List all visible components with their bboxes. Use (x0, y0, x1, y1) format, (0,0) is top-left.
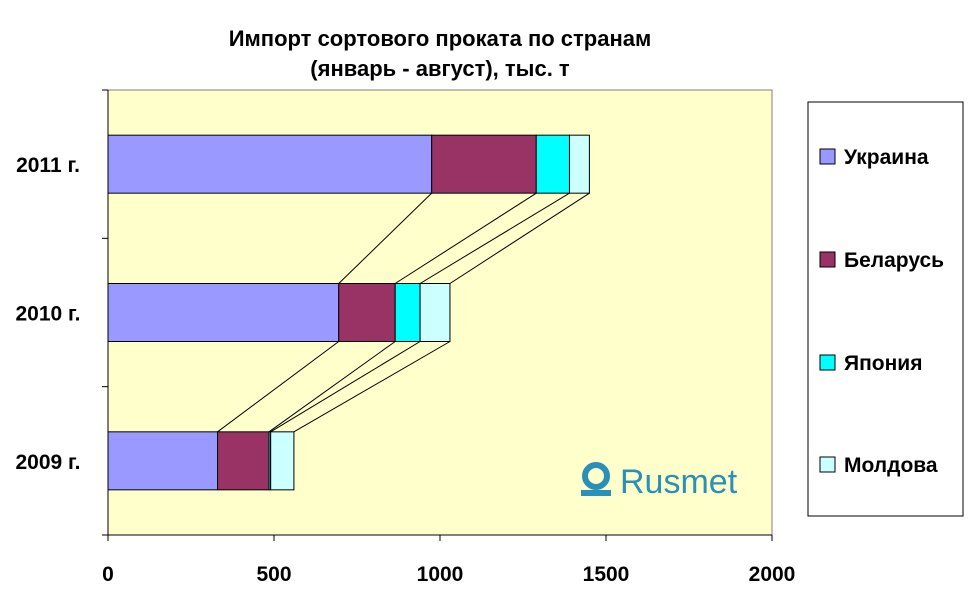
bar-1-3 (535, 134, 570, 194)
legend-label: Украина (844, 146, 929, 169)
series-line-2-1 (217, 341, 340, 433)
bar-1-4 (568, 134, 590, 194)
legend (807, 101, 964, 517)
rusmet-logo: Rusmet (581, 462, 738, 501)
rusmet-logo-icon (582, 462, 610, 490)
category-label: 2010 г. (15, 303, 80, 326)
series-line-1-1 (338, 192, 433, 284)
bar-2-2 (338, 283, 396, 342)
legend-swatch (819, 148, 836, 165)
bar-1-1 (107, 134, 433, 194)
bar-3-1 (107, 431, 219, 491)
tick-label: 0 (102, 563, 114, 586)
legend-swatch (819, 354, 836, 371)
tick-label: 2000 (749, 563, 796, 586)
tick-label: 1000 (417, 563, 464, 586)
chart-subtitle: (январь - август), тыс. т (310, 56, 570, 81)
series-line-1-4 (449, 192, 590, 284)
category-label: 2011 г. (16, 154, 80, 177)
legend-label: Беларусь (844, 249, 944, 272)
chart-title: Импорт сортового проката по странам (228, 26, 652, 51)
bar-2-4 (419, 283, 451, 342)
tick-label: 500 (256, 563, 291, 586)
rusmet-logo-bar (581, 490, 611, 496)
tick-label: 1500 (583, 563, 630, 586)
bar-2-1 (107, 283, 340, 342)
series-line-1-2 (394, 192, 537, 284)
legend-label: Молдова (844, 454, 938, 477)
series-line-2-4 (293, 341, 451, 433)
legend-swatch (819, 251, 836, 268)
bar-3-2 (217, 431, 270, 491)
series-line-2-2 (268, 341, 396, 433)
legend-swatch (819, 456, 836, 473)
legend-label: Япония (844, 352, 922, 375)
bar-3-4 (270, 431, 295, 491)
series-line-2-3 (270, 341, 421, 433)
category-label: 2009 г. (15, 451, 80, 474)
bar-2-3 (394, 283, 421, 342)
series-line-1-3 (419, 192, 570, 284)
bar-1-2 (431, 134, 537, 194)
rusmet-logo-text: Rusmet (620, 463, 738, 501)
